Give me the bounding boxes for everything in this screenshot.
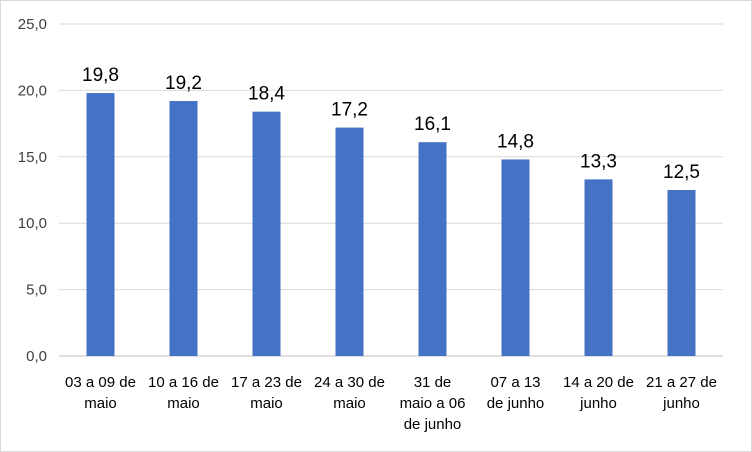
x-tick-label: 14 a 20 de junho — [563, 374, 634, 412]
bars — [86, 93, 696, 356]
y-axis-ticks: 0,0 5,0 10,0 15,0 20,0 25,0 — [18, 16, 47, 365]
x-tick-label: 07 a 13 de junho — [487, 374, 545, 412]
data-label: 13,3 — [580, 151, 617, 172]
bar — [252, 111, 281, 356]
x-tick-label: 31 de maio a 06 de junho — [400, 374, 466, 433]
bar — [169, 101, 198, 356]
bar — [335, 127, 364, 356]
y-tick-label: 25,0 — [18, 16, 47, 33]
x-tick-label: 10 a 16 de maio — [148, 374, 219, 412]
bar — [86, 93, 115, 356]
data-label: 19,2 — [165, 73, 202, 94]
data-label: 12,5 — [663, 162, 700, 183]
x-tick-label: 17 a 23 de maio — [231, 374, 302, 412]
data-labels: 19,8 19,2 18,4 17,2 16,1 14,8 13,3 12,5 — [82, 65, 700, 183]
y-tick-label: 5,0 — [26, 282, 47, 299]
data-label: 16,1 — [414, 114, 451, 135]
bar — [501, 159, 530, 356]
data-label: 18,4 — [248, 84, 285, 105]
bar — [418, 142, 447, 356]
y-tick-label: 15,0 — [18, 149, 47, 166]
x-tick-label: 03 a 09 de maio — [65, 374, 136, 412]
gridlines — [59, 23, 723, 357]
data-label: 19,8 — [82, 65, 119, 86]
data-label: 17,2 — [331, 100, 368, 121]
x-tick-label: 24 a 30 de maio — [314, 374, 385, 412]
x-axis-categories: 03 a 09 de maio 10 a 16 de maio 17 a 23 de ma… — [65, 374, 717, 433]
x-tick-label: 21 a 27 de junho — [646, 374, 717, 412]
data-label: 14,8 — [497, 131, 534, 152]
y-tick-label: 20,0 — [18, 82, 47, 99]
bar — [667, 190, 696, 356]
y-tick-label: 10,0 — [18, 215, 47, 232]
y-tick-label: 0,0 — [26, 348, 47, 365]
bar — [584, 179, 613, 356]
